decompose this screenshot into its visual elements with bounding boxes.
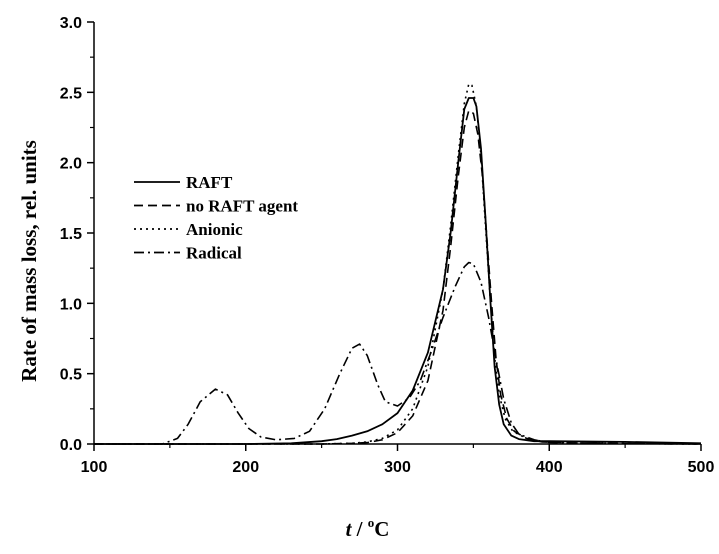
x-axis-title-separator: / bbox=[351, 517, 367, 541]
x-tick-label: 200 bbox=[232, 459, 259, 476]
y-tick-label: 1.5 bbox=[60, 226, 82, 243]
series-layer bbox=[94, 83, 702, 445]
x-axis-title-unit: C bbox=[374, 517, 389, 541]
legend-label-3: Anionic bbox=[186, 220, 243, 239]
axes: 100 200 300 400 500 0.0 0.5 1.0 1.5 2.0 2.5 3.0 bbox=[60, 15, 715, 476]
y-tick-label: 2.5 bbox=[60, 85, 82, 102]
y-tick-label: 1.0 bbox=[60, 296, 82, 313]
y-axis-title: Rate of mass loss, rel. units bbox=[17, 140, 41, 382]
y-tick-label: 3.0 bbox=[60, 15, 82, 32]
legend: RAFT no RAFT agent Anionic Radical bbox=[134, 173, 298, 263]
series-line-1 bbox=[94, 97, 702, 445]
x-tick-label: 100 bbox=[81, 459, 108, 476]
y-tick-label: 0.5 bbox=[60, 367, 82, 384]
legend-label-4: Radical bbox=[186, 244, 242, 263]
x-tick-label: 400 bbox=[536, 459, 563, 476]
x-tick-label: 500 bbox=[688, 459, 715, 476]
series-line-2 bbox=[94, 109, 702, 445]
legend-label-1: RAFT bbox=[186, 173, 233, 192]
y-tick-label: 2.0 bbox=[60, 156, 82, 173]
series-line-3 bbox=[94, 83, 702, 445]
x-axis-title-variable: t bbox=[346, 517, 353, 541]
x-axis-title: t / oC bbox=[346, 515, 390, 541]
y-tick-label: 0.0 bbox=[60, 437, 82, 454]
series-line-4 bbox=[94, 261, 702, 445]
x-axis-title-degree: o bbox=[368, 515, 375, 530]
x-tick-label: 300 bbox=[384, 459, 411, 476]
legend-label-2: no RAFT agent bbox=[186, 197, 298, 216]
